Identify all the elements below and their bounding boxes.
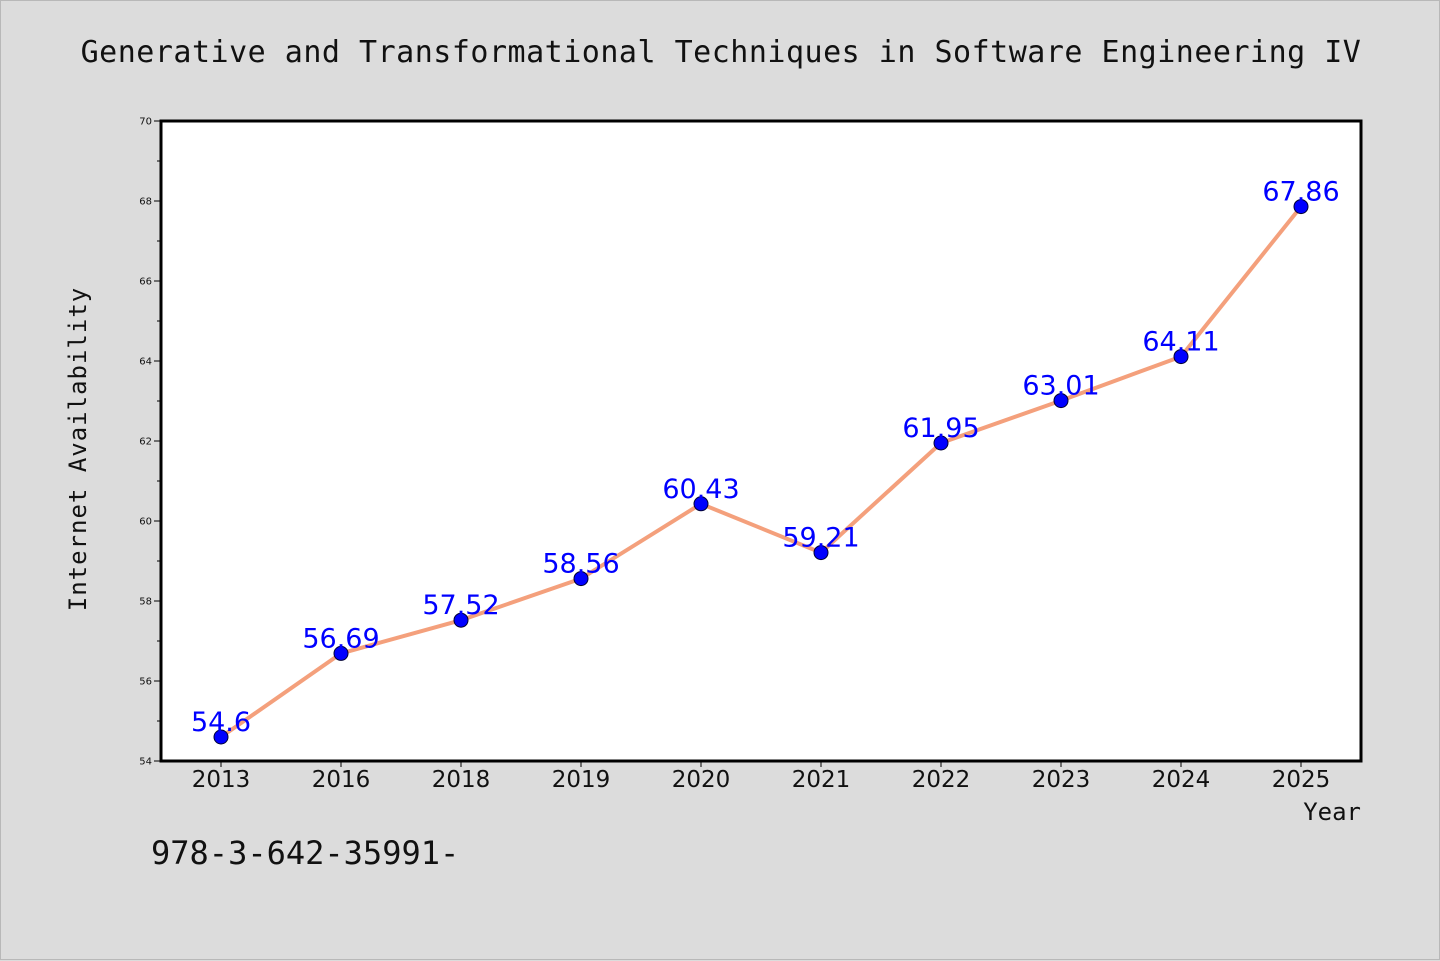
x-tick-label: 2025 xyxy=(1272,767,1331,793)
data-point xyxy=(1173,349,1189,365)
y-axis-ticks: 54 56 58 60 62 64 66 68 70 xyxy=(139,117,161,768)
x-tick-label: 2016 xyxy=(312,767,371,793)
x-tick-label: 2024 xyxy=(1152,767,1211,793)
data-labels: 54.6 56.69 57.52 58.56 60.43 59.21 61.95 63.01 6… xyxy=(191,177,1340,738)
data-point xyxy=(333,645,349,661)
x-tick-label: 2022 xyxy=(912,767,971,793)
data-point xyxy=(933,435,949,451)
y-tick-label: 64 xyxy=(139,357,152,368)
data-label: 64.11 xyxy=(1142,327,1219,358)
x-tick-label: 2023 xyxy=(1032,767,1091,793)
data-point xyxy=(1293,199,1309,215)
data-markers xyxy=(213,199,1309,745)
data-label: 58.56 xyxy=(542,549,619,580)
data-label: 59.21 xyxy=(782,523,859,554)
x-axis-label: Year xyxy=(1303,798,1361,826)
plot-area xyxy=(159,119,1363,763)
data-label: 61.95 xyxy=(902,413,979,444)
x-tick-label: 2021 xyxy=(792,767,851,793)
data-point xyxy=(453,612,469,628)
data-label: 63.01 xyxy=(1022,371,1099,402)
y-tick-label: 54 xyxy=(139,757,152,768)
data-point xyxy=(693,496,709,512)
x-tick-label: 2013 xyxy=(192,767,251,793)
y-tick-label: 66 xyxy=(139,277,152,288)
y-tick-label: 68 xyxy=(139,197,152,208)
data-point xyxy=(573,571,589,587)
y-tick-label: 70 xyxy=(139,117,152,128)
x-tick-label: 2018 xyxy=(432,767,491,793)
data-label: 56.69 xyxy=(302,623,379,654)
data-point xyxy=(213,729,229,745)
series-line xyxy=(219,204,1303,739)
x-tick-label: 2019 xyxy=(552,767,611,793)
y-tick-label: 58 xyxy=(139,597,152,608)
x-axis-ticks: 2013 2016 2018 2019 2020 2021 2022 2023 2024 2025 xyxy=(192,761,1331,793)
y-tick-label: 56 xyxy=(139,677,152,688)
y-tick-label: 60 xyxy=(139,517,152,528)
data-label: 54.6 xyxy=(191,707,251,738)
y-tick-label: 62 xyxy=(139,437,152,448)
x-tick-label: 2020 xyxy=(672,767,731,793)
data-label: 67.86 xyxy=(1262,177,1339,208)
data-point xyxy=(1053,393,1069,409)
chart-title: Generative and Transformational Techniqu… xyxy=(80,35,1362,70)
isbn-footnote: 978-3-642-35991- xyxy=(151,834,460,872)
data-label: 60.43 xyxy=(662,474,739,505)
data-label: 57.52 xyxy=(422,590,499,621)
data-point xyxy=(813,545,829,561)
